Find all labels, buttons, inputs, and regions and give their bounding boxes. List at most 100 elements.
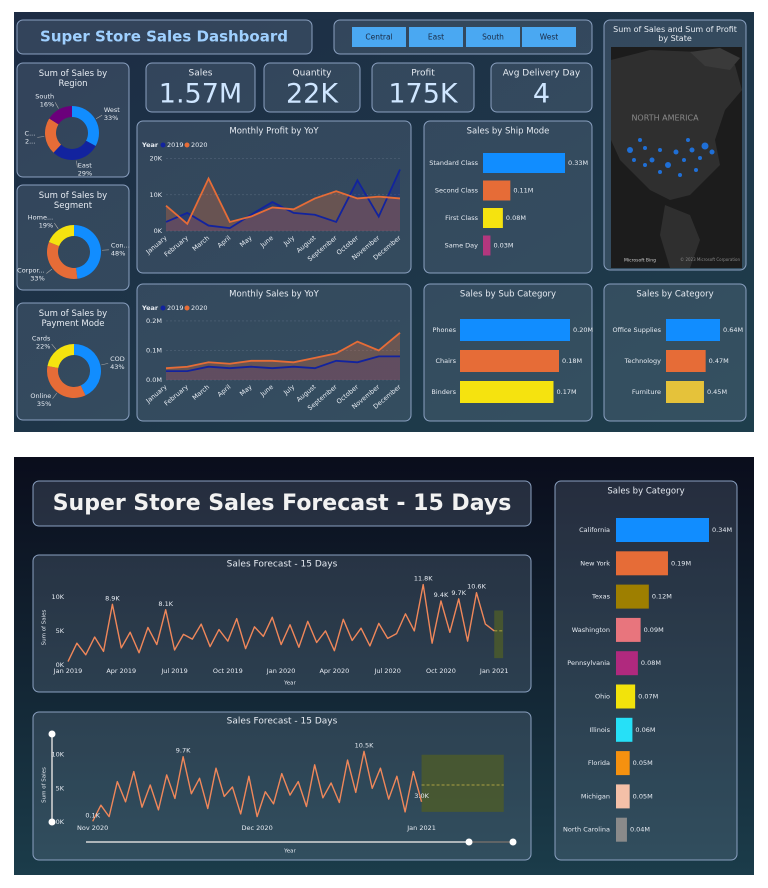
bar [460,350,559,372]
slider-handle[interactable] [48,818,56,826]
series-area [166,169,400,231]
bar [666,350,706,372]
slicer-button[interactable] [352,27,406,47]
chart-title: Sales Forecast - 15 Days [227,560,338,570]
category-label: Standard Class [429,159,478,167]
text-line: Sum of Sales by [39,69,107,79]
category-label: Texas [591,593,611,601]
y-tick-label: 0.2M [146,317,162,325]
kpi-card [371,62,475,113]
range-sliders [48,730,517,846]
slicer-label: Central [365,33,392,42]
leader-line [46,268,53,274]
bar [483,153,565,173]
x-tick-label: Oct 2020 [426,667,456,675]
y-tick-label: 10K [51,751,64,759]
bar [483,180,511,201]
kpi-value: 22K [286,79,339,110]
bar [460,381,554,403]
map-dot [665,162,671,168]
map-dot [673,149,679,155]
chart-title: Monthly Sales by YoY [229,290,319,300]
value-label: 0.11M [513,187,533,195]
leader-line [52,392,58,399]
legend-marker [160,142,166,148]
slider-handle[interactable] [509,838,517,846]
forecast-page-title: Super Store Sales Forecast - 15 Days [53,491,512,516]
slicer-button[interactable] [522,27,576,47]
map-title: Sum of Sales and Sum of Profit by State [613,25,737,43]
x-tick-label: Jan 2020 [266,667,296,675]
x-tick-label: Jan 2019 [53,667,83,675]
category-label: First Class [445,214,478,222]
series-area [166,178,400,231]
slice-value-label: 48% [111,250,125,258]
y-tick-label: 5K [56,627,65,635]
map-dot [686,138,690,142]
kpi-card [145,62,256,113]
x-tick-label: Jul 2020 [373,667,400,675]
kpi-card [263,62,361,113]
map-dot [709,149,715,155]
slicer-button[interactable] [409,27,463,47]
data-label: 3.0K [414,792,429,800]
data-label: 10.6K [467,583,486,591]
bar [483,208,503,228]
category-label: Same Day [445,242,478,250]
slicer-button[interactable] [466,27,520,47]
slice-category-label: Corpor... [17,267,45,275]
map-dot [632,158,636,162]
chart-card [16,302,130,421]
y-tick-label: 20K [149,155,162,163]
leader-line [76,160,78,168]
legend-label: 2019 [167,304,184,312]
map: NORTH AMERICA Microsoft Bing © 2023 Micr… [611,47,742,268]
category-label: Washington [572,626,610,634]
value-label: 0.08M [641,659,661,667]
kpi-card [490,62,593,113]
value-label: 0.47M [709,357,729,365]
forecast-band [421,754,504,812]
map-region-label: NORTH AMERICA [631,114,699,123]
map-dot [638,138,642,142]
x-tick-label: Nov 2020 [77,824,108,832]
value-label: 0.33M [568,159,588,167]
map-land [611,50,742,200]
leader-line [95,114,103,120]
category-label: Technology [624,357,662,365]
data-label: 10.5K [355,741,374,749]
category-label: Second Class [435,187,479,195]
slider-handle[interactable] [465,838,473,846]
map-dot [678,173,682,177]
series-line [165,332,401,370]
slice-value-label: 22% [36,342,50,350]
map-dot [649,157,655,163]
bar [616,518,709,542]
map-dot [689,147,695,153]
x-tick-label: Dec 2020 [242,824,273,832]
slider-handle[interactable] [48,730,56,738]
kpi-value: 175K [388,79,459,110]
kpi-value: 1.57M [159,79,242,110]
chart-card [554,480,738,861]
series-line [165,176,401,226]
kpi-value: 4 [533,79,550,110]
y-tick-label: 10K [51,593,64,601]
x-tick-label: Jan 2021 [479,667,509,675]
slicer-label: South [482,33,504,42]
series-line [166,355,400,373]
category-label: Phones [432,326,456,334]
category-label: Florida [588,759,610,767]
chart-title: Sales by Category [636,290,713,300]
text-line: Payment Mode [41,318,104,328]
region-slicer: Central East South West [352,27,576,47]
donut-slice [74,225,102,279]
leader-line [51,343,57,350]
map-dot [682,158,686,162]
data-label: 8.9K [105,594,120,602]
value-label: 0.03M [493,242,513,250]
x-tick-label: Jul 2019 [160,667,187,675]
map-dot [698,156,702,160]
data-label: 9.7K [451,589,466,597]
donut-slice [44,118,62,153]
